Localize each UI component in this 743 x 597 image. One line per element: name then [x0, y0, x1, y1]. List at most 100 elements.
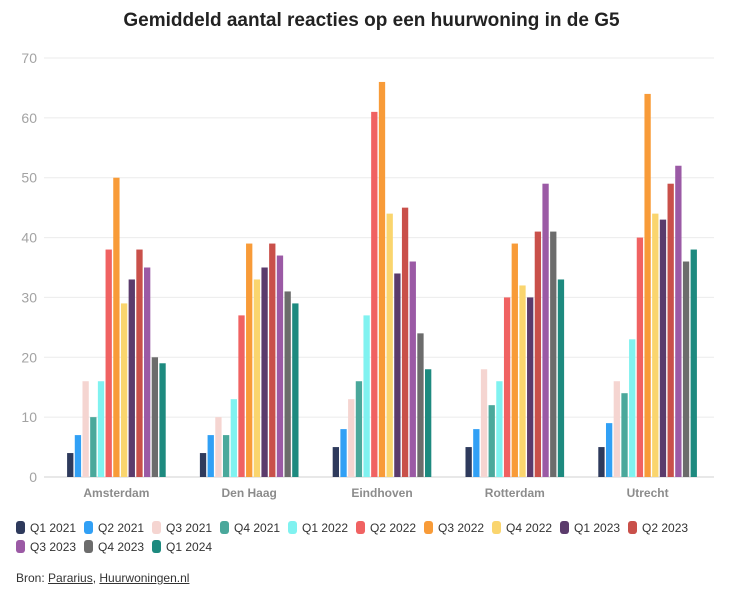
- y-tick-label: 60: [21, 110, 37, 126]
- bar-eindhoven-q2-2023: [401, 207, 409, 477]
- bar-eindhoven-q1-2023: [394, 273, 401, 477]
- bar-amsterdam-q1-2023: [128, 279, 135, 477]
- legend-swatch: [288, 521, 297, 534]
- bar-rotterdam-q1-2022: [496, 381, 503, 477]
- y-tick-label: 40: [21, 230, 37, 246]
- bar-eindhoven-q2-2021: [340, 429, 347, 477]
- bar-amsterdam-q3-2022: [113, 177, 120, 477]
- bar-rotterdam-q4-2022: [519, 285, 526, 477]
- legend-item-q2-2021: Q2 2021: [84, 518, 152, 537]
- legend-swatch: [492, 521, 501, 534]
- bar-rotterdam-q3-2022: [511, 243, 518, 477]
- bar-rotterdam-q4-2023: [550, 231, 557, 477]
- x-tick-label: Rotterdam: [485, 486, 545, 500]
- bar-amsterdam-q1-2022: [97, 381, 105, 477]
- bar-den-haag-q1-2021: [199, 453, 207, 477]
- bar-eindhoven-q3-2021: [348, 399, 355, 477]
- bar-eindhoven-q1-2024: [425, 369, 432, 477]
- source-link-huurwoningen[interactable]: Huurwoningen.nl: [99, 571, 190, 585]
- bar-amsterdam-q1-2024: [159, 363, 166, 477]
- bar-amsterdam-q4-2022: [120, 303, 128, 477]
- bar-eindhoven-q1-2021: [332, 447, 339, 477]
- y-axis: 0 10 20 30 40 50 60 70: [21, 50, 37, 485]
- bar-eindhoven-q2-2022: [371, 111, 378, 477]
- legend-item-q2-2022: Q2 2022: [356, 518, 424, 537]
- legend-label: Q4 2023: [98, 539, 145, 554]
- bar-utrecht-q3-2022: [644, 93, 651, 478]
- bar-eindhoven-q4-2021: [355, 381, 363, 477]
- source-note: Bron: Pararius, Huurwoningen.nl: [16, 570, 189, 586]
- bar-utrecht-q4-2023: [682, 261, 690, 477]
- bar-amsterdam-q4-2023: [151, 357, 159, 477]
- y-tick-label: 50: [21, 170, 37, 186]
- legend-label: Q1 2023: [574, 520, 621, 535]
- bar-amsterdam-q1-2021: [67, 453, 74, 477]
- bar-utrecht-q1-2021: [598, 447, 605, 477]
- bar-rotterdam-q2-2022: [503, 297, 511, 477]
- legend-label: Q1 2024: [166, 539, 213, 554]
- bar-den-haag-q1-2022: [230, 399, 237, 477]
- bar-eindhoven-q3-2023: [409, 261, 416, 477]
- legend-item-q3-2022: Q3 2022: [424, 518, 492, 537]
- x-tick-label: Eindhoven: [351, 486, 412, 500]
- bar-den-haag-q1-2023: [261, 267, 268, 477]
- bar-amsterdam-q3-2023: [144, 267, 151, 477]
- source-link-pararius[interactable]: Pararius: [48, 571, 93, 585]
- bar-rotterdam-q1-2024: [557, 279, 565, 477]
- bar-amsterdam-q2-2021: [74, 435, 82, 477]
- bar-amsterdam-q2-2022: [105, 249, 112, 477]
- chart-title: Gemiddeld aantal reacties op een huurwon…: [123, 10, 620, 31]
- bar-den-haag-q3-2021: [215, 417, 222, 477]
- bar-rotterdam-q1-2023: [527, 297, 534, 477]
- bar-group-den-haag: [199, 243, 299, 477]
- bar-den-haag-q1-2024: [292, 303, 299, 477]
- bar-group-eindhoven: [332, 81, 432, 477]
- bar-chart: 0 10 20 30 40 50 60 70 Amsterdam Den Haag Eindhove…: [21, 50, 714, 500]
- bar-rotterdam-q3-2023: [542, 183, 549, 477]
- y-tick-label: 0: [29, 469, 37, 485]
- legend-swatch: [152, 521, 161, 534]
- legend-label: Q1 2021: [30, 520, 77, 535]
- source-separator: ,: [92, 571, 100, 585]
- legend-item-q1-2022: Q1 2022: [288, 518, 356, 537]
- legend-swatch: [16, 540, 25, 553]
- legend-label: Q3 2021: [166, 520, 213, 535]
- bar-eindhoven-q1-2022: [363, 315, 370, 477]
- bar-den-haag-q2-2021: [207, 435, 214, 477]
- bar-group-rotterdam: [465, 183, 565, 477]
- legend-item-q1-2023: Q1 2023: [560, 518, 628, 537]
- x-axis: Amsterdam Den Haag Eindhoven Rotterdam Utrec…: [83, 486, 668, 500]
- bar-utrecht-q1-2024: [690, 249, 697, 477]
- legend-swatch: [152, 540, 161, 553]
- legend-label: Q3 2022: [438, 520, 485, 535]
- bar-utrecht-q3-2023: [675, 165, 682, 477]
- bar-den-haag-q3-2023: [276, 255, 284, 477]
- legend-label: Q2 2022: [370, 520, 417, 535]
- legend-swatch: [84, 540, 93, 553]
- bar-utrecht-q2-2023: [667, 183, 674, 477]
- bar-rotterdam-q2-2023: [534, 231, 542, 477]
- y-tick-label: 30: [21, 289, 37, 305]
- bar-utrecht-q1-2023: [659, 219, 667, 477]
- legend-label: Q3 2023: [30, 539, 77, 554]
- x-tick-label: Den Haag: [222, 486, 277, 500]
- legend-swatch: [84, 521, 93, 534]
- bar-amsterdam-q3-2021: [82, 381, 89, 477]
- y-tick-label: 10: [21, 409, 37, 425]
- legend-swatch: [356, 521, 365, 534]
- bar-rotterdam-q1-2021: [465, 447, 472, 477]
- bar-utrecht-q1-2022: [629, 339, 636, 477]
- bar-utrecht-q4-2022: [652, 213, 659, 477]
- legend-item-q4-2023: Q4 2023: [84, 537, 152, 556]
- bar-den-haag-q2-2022: [238, 315, 245, 477]
- legend-swatch: [16, 521, 25, 534]
- legend: Q1 2021 Q2 2021 Q3 2021 Q4 2021 Q1 2022 Q2 20…: [16, 518, 716, 556]
- bar-rotterdam-q4-2021: [488, 405, 495, 477]
- legend-swatch: [424, 521, 433, 534]
- legend-item-q1-2024: Q1 2024: [152, 537, 220, 556]
- legend-item-q2-2023: Q2 2023: [628, 518, 696, 537]
- legend-item-q3-2021: Q3 2021: [152, 518, 220, 537]
- legend-label: Q2 2023: [642, 520, 689, 535]
- bar-rotterdam-q2-2021: [473, 429, 480, 477]
- legend-item-q4-2021: Q4 2021: [220, 518, 288, 537]
